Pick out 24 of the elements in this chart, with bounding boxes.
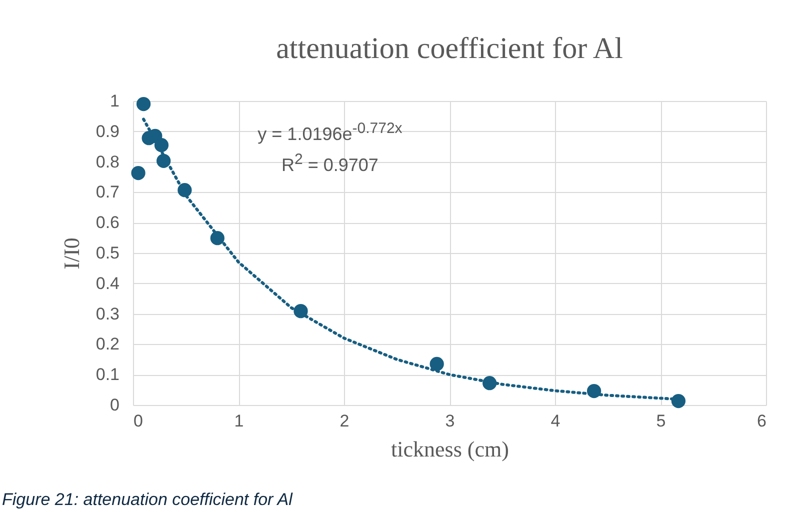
y-tick-label: 0.3 (96, 304, 120, 324)
x-tick-label: 3 (445, 412, 455, 430)
annotation: R$^{2}$ = 0.9707 (280, 150, 380, 177)
chart-title: attenuation coefficient for Al (276, 32, 623, 65)
y-tick-label: 0.4 (96, 274, 120, 293)
y-tick-label: 0 (110, 396, 120, 414)
annotation: y = 1.0196e$^{-0.772x}$ (256, 119, 404, 146)
y-tick-label: 1 (110, 92, 120, 110)
y-tick-label: 0.9 (96, 122, 120, 141)
x-tick-label: 6 (757, 412, 766, 430)
x-tick-label: 2 (340, 412, 350, 430)
x-tick-label: 0 (134, 412, 143, 430)
y-tick-label: 0.2 (96, 334, 120, 354)
y-tick-label: 0.7 (96, 182, 120, 202)
x-tick-label: 1 (234, 412, 244, 430)
y-tick-label: 0.1 (96, 365, 120, 384)
y-tick-label: 0.6 (96, 213, 120, 232)
caption: Figure 21: attenuation coefficient for Al (2, 490, 292, 510)
y-axis-title: I/I0 (58, 238, 84, 270)
x-tick-label: 5 (656, 412, 666, 430)
y-tick-label: 0.5 (96, 244, 120, 262)
y-tick-label: 0.8 (96, 152, 120, 172)
x-axis-title: tickness (cm) (391, 436, 509, 462)
x-tick-label: 4 (550, 412, 560, 430)
